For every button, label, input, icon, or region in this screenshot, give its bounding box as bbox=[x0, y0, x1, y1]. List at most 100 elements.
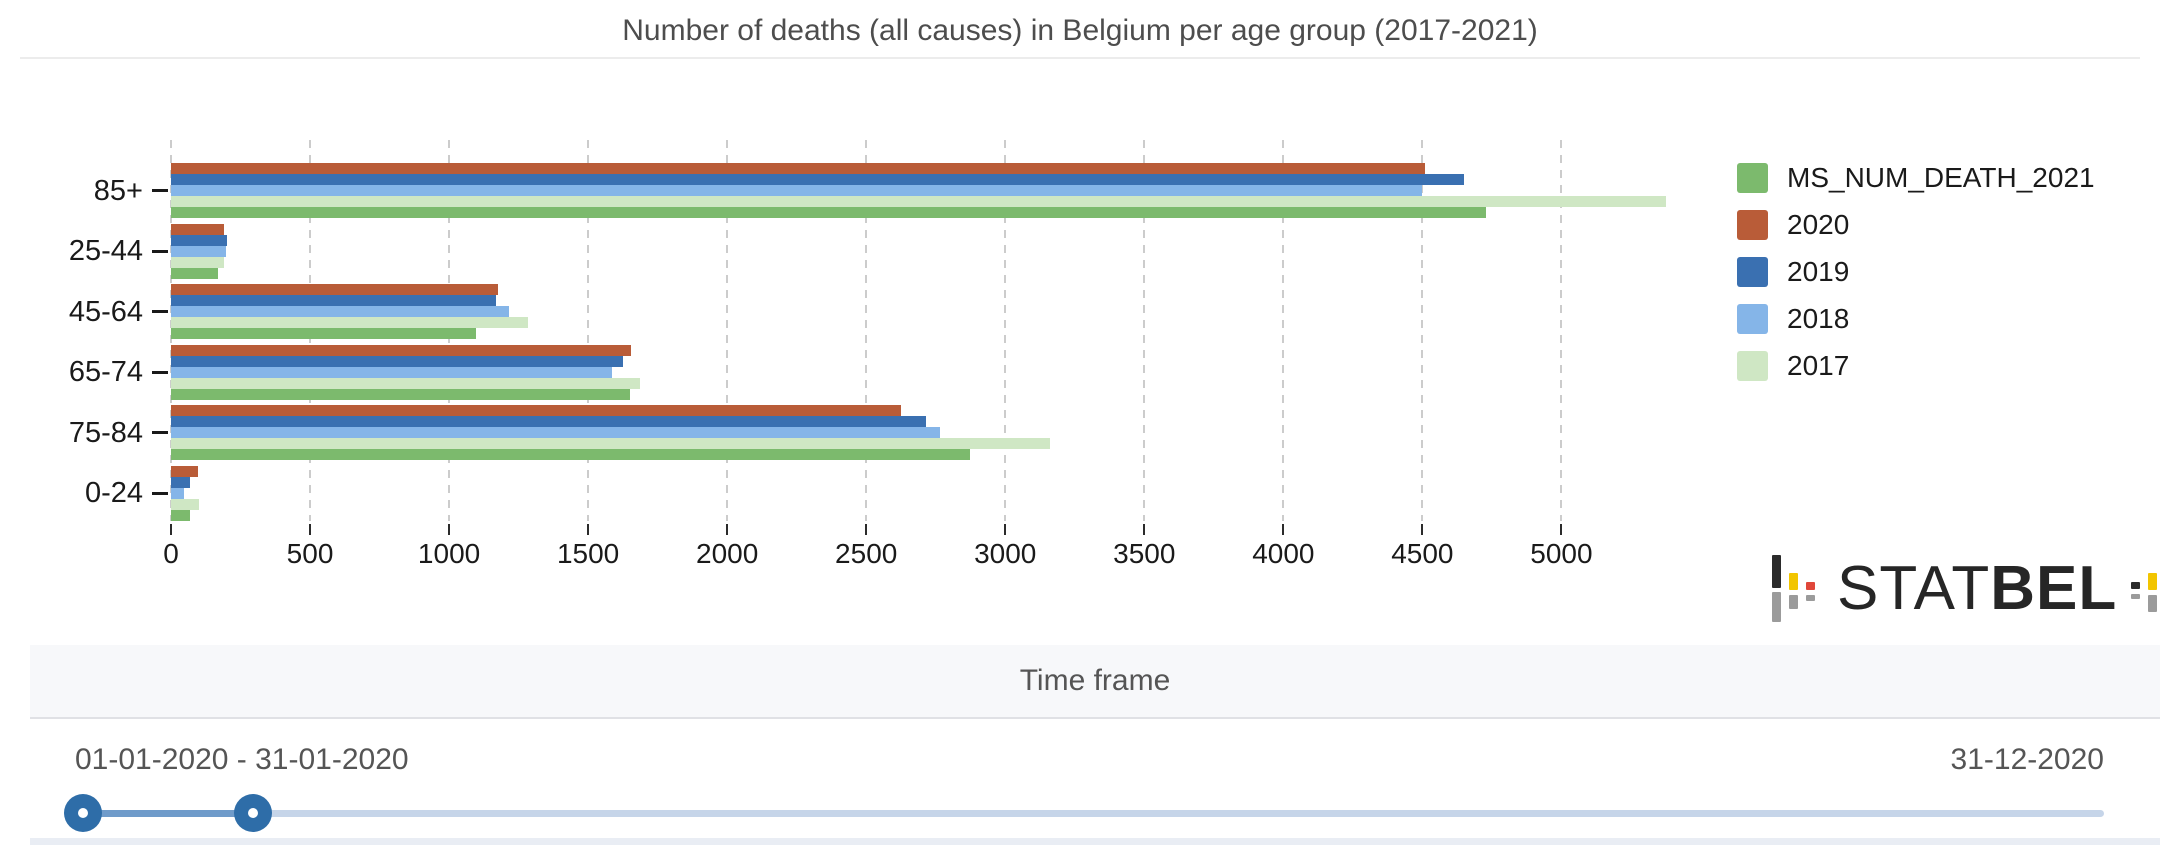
bar-65-74-2020[interactable] bbox=[171, 344, 632, 356]
legend-swatch-2020 bbox=[1737, 210, 1768, 240]
bar-75-84-MS_NUM_DEATH_2021[interactable] bbox=[171, 449, 971, 460]
bar-0-24-2019[interactable] bbox=[171, 476, 190, 488]
legend-swatch-MS_NUM_DEATH_2021 bbox=[1737, 163, 1768, 193]
timeframe-slider[interactable] bbox=[0, 794, 2160, 832]
logo-text-bel: BEL bbox=[1990, 554, 2118, 623]
bar-75-84-2020[interactable] bbox=[171, 405, 901, 416]
y-axis-tick-85+ bbox=[152, 189, 168, 192]
plot-area: 0 500 1000 1500 2000 2500 3000 3500 4000 4500 5000… bbox=[69, 140, 1671, 569]
slider-track-active[interactable] bbox=[82, 810, 253, 817]
slider-handle-dot bbox=[248, 808, 258, 818]
x-axis-label-2500: 2500 bbox=[835, 538, 898, 569]
bar-45-64-MS_NUM_DEATH_2021[interactable] bbox=[171, 328, 476, 339]
logo-bar-segment bbox=[1806, 595, 1815, 601]
y-axis-label-85+: 85+ bbox=[93, 174, 143, 207]
gridline-2500 bbox=[865, 140, 868, 521]
bar-85+-2019[interactable] bbox=[171, 174, 1465, 185]
slider-handle-start[interactable] bbox=[64, 794, 102, 832]
x-axis-tick-4500 bbox=[1421, 524, 1424, 535]
gridline-5000 bbox=[1560, 140, 1563, 521]
bottom-section-strip bbox=[30, 838, 2160, 845]
y-axis-tick-0-24 bbox=[152, 491, 168, 495]
legend-label-MS_NUM_DEATH_2021: MS_NUM_DEATH_2021 bbox=[1787, 162, 2095, 193]
legend-item-MS_NUM_DEATH_2021[interactable]: MS_NUM_DEATH_2021 bbox=[1737, 162, 2095, 193]
x-axis-tick-2000 bbox=[726, 524, 729, 535]
x-axis-tick-500 bbox=[309, 524, 312, 535]
legend-swatch-2018 bbox=[1737, 304, 1768, 334]
slider-track[interactable] bbox=[64, 810, 2104, 817]
y-axis-tick-75-84 bbox=[152, 431, 168, 434]
bar-25-44-2017[interactable] bbox=[171, 256, 224, 268]
logo-text-stat: STAT bbox=[1837, 554, 1991, 623]
x-axis-label-5000: 5000 bbox=[1530, 538, 1593, 569]
legend-swatch-2017 bbox=[1737, 351, 1768, 381]
logo-bar-segment bbox=[2131, 594, 2141, 599]
bar-85+-2020[interactable] bbox=[171, 163, 1426, 174]
legend-label-2020: 2020 bbox=[1787, 209, 1850, 240]
x-axis-label-2000: 2000 bbox=[696, 538, 759, 569]
x-axis-label-3000: 3000 bbox=[974, 538, 1037, 569]
bar-0-24-2020[interactable] bbox=[171, 465, 199, 477]
logo-bar-column bbox=[2131, 552, 2141, 599]
y-axis-tick-65-74 bbox=[152, 370, 168, 374]
x-axis-tick-2500 bbox=[865, 524, 868, 535]
logo-bar-segment bbox=[1806, 582, 1815, 590]
legend-label-2019: 2019 bbox=[1787, 256, 1850, 287]
x-axis-tick-1000 bbox=[448, 524, 451, 535]
bar-25-44-MS_NUM_DEATH_2021[interactable] bbox=[171, 267, 219, 279]
logo-bars-left-icon bbox=[1772, 552, 1823, 622]
slider-handle-end[interactable] bbox=[234, 794, 272, 832]
x-axis-label-1500: 1500 bbox=[556, 538, 620, 569]
logo-bar-segment bbox=[1772, 592, 1781, 622]
bar-0-24-MS_NUM_DEATH_2021[interactable] bbox=[171, 509, 191, 521]
legend-item-2018[interactable]: 2018 bbox=[1737, 303, 2095, 334]
y-axis-label-25-44: 25-44 bbox=[68, 235, 143, 267]
bar-65-74-MS_NUM_DEATH_2021[interactable] bbox=[171, 388, 630, 400]
y-axis-label-65-74: 65-74 bbox=[68, 356, 143, 388]
x-axis-tick-3500 bbox=[1143, 524, 1146, 535]
x-axis-tick-5000 bbox=[1560, 524, 1563, 535]
x-axis-label-1000: 1000 bbox=[417, 538, 481, 569]
x-axis-label-0: 0 bbox=[163, 538, 179, 569]
bar-45-64-2018[interactable] bbox=[171, 306, 509, 317]
gridline-3000 bbox=[1004, 140, 1007, 521]
timeframe-heading: Time frame bbox=[1019, 664, 1171, 697]
x-axis-label-4500: 4500 bbox=[1391, 538, 1454, 569]
x-axis-tick-0 bbox=[170, 524, 172, 535]
bar-85+-2017[interactable] bbox=[171, 196, 1666, 207]
legend-swatch-2019 bbox=[1737, 257, 1768, 287]
legend-item-2020[interactable]: 2020 bbox=[1737, 209, 2095, 240]
logo-bars-right-icon bbox=[2131, 552, 2160, 622]
x-axis-tick-3000 bbox=[1004, 524, 1007, 535]
bar-85+-2018[interactable] bbox=[171, 185, 1423, 196]
bar-45-64-2017[interactable] bbox=[171, 317, 529, 328]
bar-65-74-2017[interactable] bbox=[171, 377, 640, 389]
bar-45-64-2020[interactable] bbox=[171, 284, 498, 295]
bar-0-24-2017[interactable] bbox=[171, 498, 199, 510]
bar-75-84-2019[interactable] bbox=[171, 416, 926, 427]
x-axis-label-3500: 3500 bbox=[1113, 538, 1176, 569]
bar-25-44-2018[interactable] bbox=[171, 245, 227, 257]
logo-bar-column bbox=[1789, 552, 1798, 609]
bar-25-44-2019[interactable] bbox=[171, 234, 227, 246]
bar-0-24-2018[interactable] bbox=[171, 487, 185, 499]
timeframe-section-header: Time frame bbox=[30, 645, 2160, 719]
y-axis-tick-45-64 bbox=[152, 310, 168, 313]
logo-bar-column bbox=[2148, 552, 2158, 612]
y-axis-label-0-24: 0-24 bbox=[84, 477, 143, 509]
bar-25-44-2020[interactable] bbox=[171, 223, 224, 235]
legend-item-2019[interactable]: 2019 bbox=[1737, 256, 2095, 287]
x-axis-tick-1500 bbox=[587, 524, 590, 535]
gridline-4500 bbox=[1421, 140, 1424, 521]
logo-bar-segment bbox=[1789, 573, 1798, 590]
bar-75-84-2018[interactable] bbox=[171, 427, 940, 438]
bar-75-84-2017[interactable] bbox=[171, 438, 1050, 449]
statbel-logo: STATBEL bbox=[1772, 552, 2160, 626]
slider-handle-dot bbox=[78, 808, 88, 818]
legend-item-2017[interactable]: 2017 bbox=[1737, 350, 2095, 381]
bar-65-74-2019[interactable] bbox=[171, 355, 623, 367]
bar-65-74-2018[interactable] bbox=[171, 366, 612, 378]
bar-85+-MS_NUM_DEATH_2021[interactable] bbox=[171, 207, 1487, 218]
gridline-3500 bbox=[1143, 140, 1146, 521]
bar-45-64-2019[interactable] bbox=[171, 295, 497, 306]
